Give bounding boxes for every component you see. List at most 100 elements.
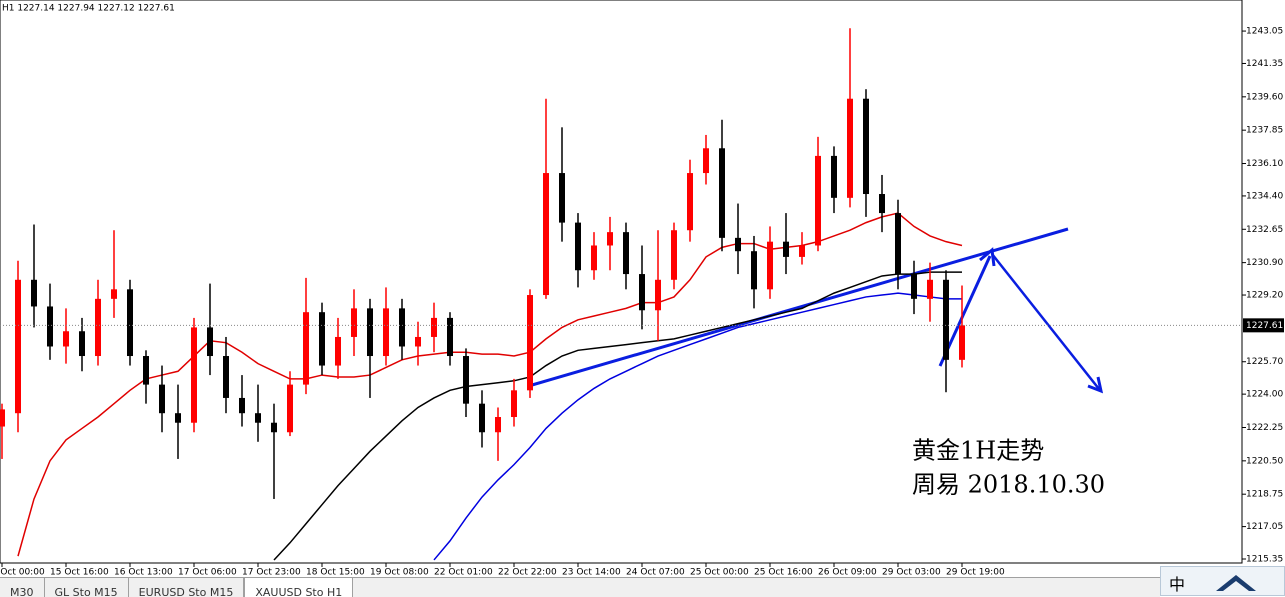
y-tick-label: 1217.05 bbox=[1246, 522, 1283, 532]
y-tick-label: 1241.35 bbox=[1246, 59, 1283, 69]
candle-body bbox=[79, 331, 85, 357]
y-tick-label: 1218.75 bbox=[1246, 490, 1283, 500]
x-tick-label: 19 Oct 08:00 bbox=[370, 568, 429, 578]
moving-average bbox=[433, 292, 962, 561]
candle-body bbox=[879, 194, 885, 214]
candle-body bbox=[655, 279, 661, 311]
y-tick-label: 1243.05 bbox=[1246, 27, 1283, 37]
trend-line bbox=[531, 227, 1069, 387]
candle-body bbox=[783, 241, 789, 257]
candle-body bbox=[671, 230, 677, 280]
x-tick-label: 25 Oct 16:00 bbox=[754, 568, 813, 578]
candle-body bbox=[847, 98, 853, 198]
candle-body bbox=[95, 298, 101, 357]
candle-body bbox=[287, 384, 293, 433]
ime-label[interactable]: 中 bbox=[1169, 575, 1186, 594]
annotation: 黄金1H走势 bbox=[912, 437, 1044, 465]
candle-body bbox=[399, 308, 405, 347]
candle-body bbox=[815, 155, 821, 246]
candle-body bbox=[159, 384, 165, 414]
candle-body bbox=[639, 274, 645, 311]
candle-body bbox=[751, 251, 757, 290]
candle-body bbox=[863, 98, 869, 195]
x-tick-label: 17 Oct 23:00 bbox=[242, 568, 301, 578]
candle-body bbox=[319, 312, 325, 366]
y-tick-label: 1220.50 bbox=[1246, 456, 1283, 466]
y-tick-label: 1236.10 bbox=[1246, 159, 1283, 169]
candle-body bbox=[127, 289, 133, 357]
x-tick-label: 26 Oct 09:00 bbox=[818, 568, 877, 578]
y-tick-label: 1229.20 bbox=[1246, 291, 1283, 301]
y-tick-label: 1230.90 bbox=[1246, 258, 1283, 268]
tab[interactable]: XAUUSD Sto H1 bbox=[244, 578, 354, 597]
current-price-box bbox=[1243, 318, 1284, 333]
candle-body bbox=[479, 403, 485, 433]
candle-body bbox=[271, 422, 277, 433]
x-tick-label: 22 Oct 22:00 bbox=[498, 568, 557, 578]
candle-body bbox=[495, 417, 501, 433]
candle-body bbox=[559, 173, 565, 223]
candle-body bbox=[383, 308, 389, 357]
x-tick-label: 29 Oct 03:00 bbox=[882, 568, 941, 578]
candle-body bbox=[959, 325, 965, 360]
candle-body bbox=[735, 237, 741, 252]
candle-body bbox=[703, 148, 709, 174]
moving-average bbox=[17, 212, 963, 557]
candle-body bbox=[0, 409, 5, 427]
x-tick-label: 15 Oct 16:00 bbox=[50, 568, 109, 578]
candle-body bbox=[303, 312, 309, 385]
y-tick-label: 1232.65 bbox=[1246, 225, 1283, 235]
x-tick-label: 16 Oct 13:00 bbox=[114, 568, 173, 578]
candle-body bbox=[527, 295, 533, 391]
candle-body bbox=[911, 274, 917, 299]
candle-body bbox=[255, 413, 261, 423]
candle-body bbox=[63, 331, 69, 347]
x-tick-label: 18 Oct 15:00 bbox=[306, 568, 365, 578]
candle-body bbox=[767, 241, 773, 290]
chart: H1 1227.14 1227.94 1227.12 1227.61 黄金1H走… bbox=[0, 0, 1284, 578]
candle-body bbox=[15, 279, 21, 414]
candle-body bbox=[239, 397, 245, 414]
candle-body bbox=[351, 308, 357, 337]
candle-body bbox=[719, 148, 725, 238]
header-text: H1 1227.14 1227.94 1227.12 1227.61 bbox=[2, 4, 175, 14]
y-tick-label: 1215.35 bbox=[1246, 554, 1283, 564]
y-tick-label: 1225.70 bbox=[1246, 357, 1283, 367]
arrowhead bbox=[1087, 376, 1104, 394]
x-tick-label: 25 Oct 00:00 bbox=[690, 568, 749, 578]
moving-average bbox=[273, 271, 962, 561]
x-tick-label: 15 Oct 00:00 bbox=[0, 568, 45, 578]
y-tick-label: 1239.60 bbox=[1246, 92, 1283, 102]
tab-bar: M30 GL Sto M15 EURUSD Sto M15 XAUUSD Sto… bbox=[0, 577, 1160, 597]
x-tick-label: 29 Oct 19:00 bbox=[946, 568, 1005, 578]
candle-body bbox=[799, 245, 805, 257]
candle-body bbox=[31, 279, 37, 307]
candle-body bbox=[335, 336, 341, 366]
candle-body bbox=[367, 308, 373, 357]
candle-body bbox=[623, 232, 629, 275]
candle-body bbox=[111, 289, 117, 299]
tab[interactable]: GL Sto M15 bbox=[45, 578, 129, 597]
ime-icon bbox=[1216, 575, 1256, 591]
annotation: 周易 2018.10.30 bbox=[912, 471, 1105, 499]
tab[interactable]: M30 bbox=[0, 578, 45, 597]
candle-body bbox=[687, 173, 693, 231]
candle-body bbox=[831, 155, 837, 198]
candle-body bbox=[943, 279, 949, 360]
y-tick-label: 1224.00 bbox=[1246, 390, 1283, 400]
x-tick-label: 22 Oct 01:00 bbox=[434, 568, 493, 578]
plot-frame bbox=[0, 0, 1243, 564]
candle-body bbox=[927, 279, 933, 299]
current-price-label: 1227.61 bbox=[1246, 321, 1283, 331]
candle-body bbox=[207, 327, 213, 357]
candle-body bbox=[223, 356, 229, 398]
tab[interactable]: EURUSD Sto M15 bbox=[129, 578, 245, 597]
candle-body bbox=[431, 317, 437, 337]
candle-body bbox=[143, 356, 149, 385]
candle-body bbox=[575, 222, 581, 271]
candle-body bbox=[895, 213, 901, 275]
candle-body bbox=[543, 173, 549, 296]
candle-body bbox=[175, 413, 181, 423]
x-tick-label: 17 Oct 06:00 bbox=[178, 568, 237, 578]
